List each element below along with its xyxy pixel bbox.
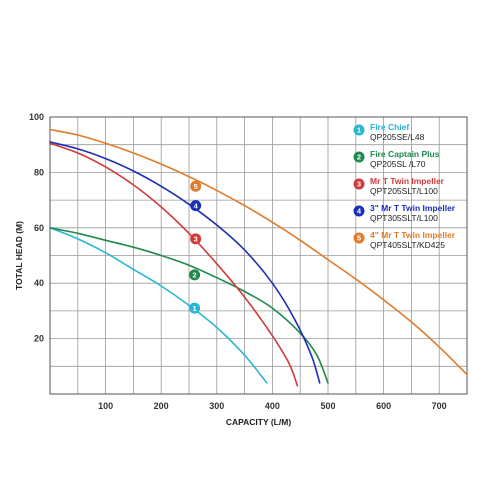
axis-ticks: 100 200 300 400 500 600 700 20 40 60 80 100 xyxy=(29,112,447,411)
legend-model-code: QPT405SLT/KD425 xyxy=(370,240,445,250)
x-tick-label: 600 xyxy=(376,401,391,411)
series-line-3 xyxy=(49,142,299,387)
legend-model-code: QPT205SLT/L100 xyxy=(370,186,438,196)
legend-series-name: Fire Chief xyxy=(370,122,409,132)
y-tick-label: 20 xyxy=(34,334,44,344)
y-axis-label: TOTAL HEAD (M) xyxy=(14,221,24,290)
y-tick-label: 40 xyxy=(34,278,44,288)
series-marker-2: 2 xyxy=(189,269,201,281)
legend-badge xyxy=(353,232,365,244)
series-lines xyxy=(49,128,468,387)
legend-badge xyxy=(353,151,365,163)
marker-number: 3 xyxy=(194,235,198,244)
series-line-5 xyxy=(49,128,468,376)
legend-series-name: 4" Mr T Twin Impeller xyxy=(370,230,456,240)
legend-model-code: QP205SE/L48 xyxy=(370,132,425,142)
marker-circle xyxy=(190,180,202,192)
marker-number: 4 xyxy=(194,201,199,210)
x-tick-label: 400 xyxy=(265,401,280,411)
x-tick-label: 100 xyxy=(98,401,113,411)
legend-model-code: QP205SL /L70 xyxy=(370,159,426,169)
legend-badge-number: 1 xyxy=(357,126,361,135)
marker-number: 1 xyxy=(192,304,196,313)
plot-border xyxy=(49,116,468,395)
x-axis-label: CAPACITY (L/M) xyxy=(226,417,291,427)
y-tick-label: 60 xyxy=(34,223,44,233)
series-line-1 xyxy=(49,227,268,384)
series-marker-1: 1 xyxy=(189,302,201,314)
x-tick-label: 700 xyxy=(432,401,447,411)
legend-badge-number: 5 xyxy=(357,234,361,243)
y-tick-label: 80 xyxy=(34,167,44,177)
legend-badge xyxy=(353,124,365,136)
marker-number: 2 xyxy=(192,271,196,280)
chart-grid xyxy=(49,116,468,395)
legend-badge-number: 4 xyxy=(357,207,362,216)
series-markers: 1 2 3 4 5 xyxy=(189,180,202,314)
marker-circle xyxy=(190,233,202,245)
legend-badge-number: 3 xyxy=(357,180,361,189)
x-tick-label: 200 xyxy=(154,401,169,411)
series-marker-3: 3 xyxy=(190,233,202,245)
legend-model-code: QPT305SLT/L100 xyxy=(370,213,438,223)
marker-circle xyxy=(189,302,201,314)
legend-series-name: 3" Mr T Twin Impeller xyxy=(370,203,456,213)
x-tick-label: 500 xyxy=(320,401,335,411)
plot-frame xyxy=(49,116,468,395)
legend-series-name: Mr T Twin Impeller xyxy=(370,176,445,186)
series-marker-4: 4 xyxy=(190,200,202,212)
legend-badge xyxy=(353,205,365,217)
legend-series-name: Fire Captain Plus xyxy=(370,149,440,159)
legend-badge xyxy=(353,178,365,190)
x-tick-label: 300 xyxy=(209,401,224,411)
series-marker-5: 5 xyxy=(190,180,202,192)
series-line-4 xyxy=(49,141,321,384)
y-tick-label: 100 xyxy=(29,112,44,122)
legend-badge-number: 2 xyxy=(357,153,361,162)
marker-number: 5 xyxy=(194,182,198,191)
marker-circle xyxy=(189,269,201,281)
marker-circle xyxy=(190,200,202,212)
